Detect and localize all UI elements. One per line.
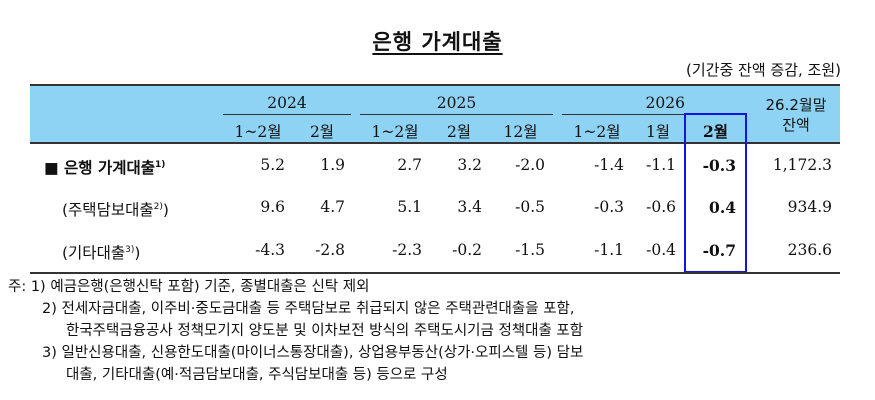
col-header: 1~2월 [371, 123, 419, 141]
footnote-marker: 2) [153, 201, 163, 212]
footnotes: 주: 1) 예금은행(은행신탁 포함) 기준, 종별대출은 신탁 제외 2) 전… [8, 276, 583, 386]
value-cell: -1.1 [594, 241, 624, 259]
group-underline-2024 [223, 114, 351, 115]
footnote-3-cont: 대출, 기타대출(예·적금담보대출, 주식담보대출 등) 등으로 구성 [66, 367, 448, 383]
value-cell: -2.3 [392, 241, 422, 259]
row-label-text: (주택담보대출 [62, 201, 154, 219]
value-cell: 2.7 [397, 156, 422, 174]
value-cell: 9.6 [260, 198, 285, 216]
footnote-3: 3) 일반신용대출, 신용한도대출(마이너스통장대출), 상업용부동산(상가·오… [42, 345, 584, 361]
year-2024: 2024 [267, 94, 307, 112]
footnote-2-cont: 한국주택금융공사 정책모기지 양도분 및 이차보전 방식의 주택도시기금 정책대… [66, 323, 584, 339]
footnote-marker: 1) [155, 159, 166, 170]
value-cell: 1.9 [320, 156, 345, 174]
table-header: 2024 2025 2026 26.2월말 잔액 1~2월 2월 1~2월 2월… [30, 86, 840, 142]
value-cell: -2.8 [315, 241, 345, 259]
unit-label: (기간중 잔액 증감, 조원) [686, 61, 841, 79]
group-underline-2025 [360, 114, 553, 115]
col-header: 1~2월 [573, 123, 621, 141]
year-2025: 2025 [436, 94, 477, 112]
highlight-value-cell: -0.3 [702, 156, 736, 175]
balance-header-2: 잔액 [782, 116, 810, 134]
row-label-suffix: ) [134, 244, 141, 262]
col-header: 2월 [446, 123, 472, 141]
value-cell: -0.4 [646, 241, 676, 259]
value-cell: 3.2 [457, 156, 482, 174]
year-2026-text: 2026 [645, 94, 685, 112]
value-cell: 5.2 [260, 156, 285, 174]
page-title: 은행 가계대출 [0, 26, 875, 56]
row-label: (기타대출3)) [62, 241, 140, 263]
value-cell: 5.1 [397, 198, 422, 216]
footnote-1: 주: 1) 예금은행(은행신탁 포함) 기준, 종별대출은 신탁 제외 [8, 279, 370, 295]
value-cell: -0.6 [646, 198, 676, 216]
title-text: 은행 가계대출 [372, 30, 503, 54]
balance-cell: 236.6 [787, 241, 832, 259]
value-cell: -2.0 [515, 156, 545, 174]
col-header: 12월 [503, 123, 538, 141]
year-2026: 2026 [562, 94, 745, 112]
value-cell: 4.7 [320, 198, 345, 216]
balance-cell: 1,172.3 [772, 156, 832, 174]
balance-header-1: 26.2월말 [765, 96, 827, 114]
value-cell: -0.3 [594, 198, 624, 216]
col-header: 2월 [309, 123, 335, 141]
row-label-text: (기타대출 [62, 244, 126, 262]
header-bottom-border [30, 142, 840, 144]
value-cell: -0.5 [515, 198, 545, 216]
highlight-value-cell: -0.7 [702, 241, 736, 260]
col-header: 1월 [645, 123, 671, 141]
group-underline-2026 [562, 114, 745, 115]
balance-cell: 934.9 [787, 198, 832, 216]
footnote-marker: 3) [125, 244, 135, 255]
row-label-text: ■ 은행 가계대출 [44, 159, 155, 177]
highlight-value-cell: 0.4 [709, 198, 736, 217]
value-cell: 3.4 [457, 198, 482, 216]
table-top-border [30, 84, 840, 86]
table-bottom-border [30, 272, 840, 274]
value-cell: -1.5 [515, 241, 545, 259]
row-label: ■ 은행 가계대출1) [44, 156, 165, 178]
row-label: (주택담보대출2)) [62, 198, 169, 220]
col-header: 1~2월 [234, 123, 282, 141]
value-cell: -4.3 [255, 241, 285, 259]
highlight-box [684, 113, 747, 273]
row-label-suffix: ) [162, 201, 169, 219]
value-cell: -0.2 [452, 241, 482, 259]
col-header-highlight: 2월 [702, 122, 729, 141]
footnote-2: 2) 전세자금대출, 이주비·중도금대출 등 주택담보로 취급되지 않은 주택관… [42, 301, 575, 317]
value-cell: -1.4 [594, 156, 624, 174]
value-cell: -1.1 [646, 156, 676, 174]
